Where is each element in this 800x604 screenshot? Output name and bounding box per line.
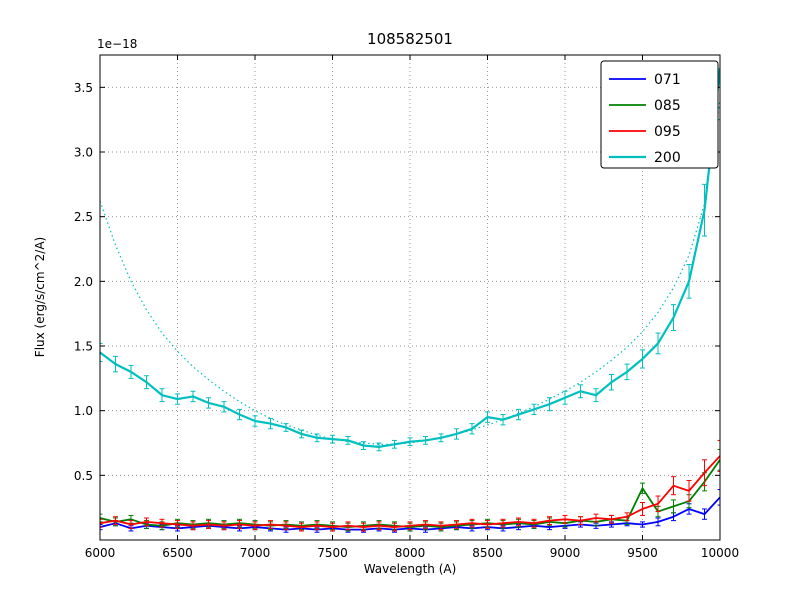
- y-axis-label: Flux (erg/s/cm^2/A): [33, 237, 47, 357]
- x-tick-label: 8000: [395, 546, 426, 560]
- legend-label-200: 200: [654, 150, 681, 166]
- x-tick-label: 9500: [627, 546, 658, 560]
- series-line-200: [100, 67, 720, 448]
- legend: 071 085 095 200: [600, 60, 719, 169]
- x-tick-label: 7500: [317, 546, 348, 560]
- data-layer: [100, 55, 720, 533]
- y-tick-label: 3.5: [74, 81, 93, 95]
- plot-title: 108582501: [367, 30, 453, 48]
- y-tick-label: 1.0: [74, 404, 93, 418]
- chart-layer: 6000 6500 7000 7500 8000 8500 9000 9500 10000 0.5…: [74, 54, 739, 560]
- y-tick-label: 1.5: [74, 340, 93, 354]
- x-tick-label: 9000: [550, 546, 581, 560]
- y-tick-label: 0.5: [74, 469, 93, 483]
- y-offset-text: 1e−18: [97, 37, 137, 51]
- x-tick-label: 6000: [85, 546, 116, 560]
- x-tick-label: 7000: [240, 546, 271, 560]
- y-tick-label: 2.5: [74, 210, 93, 224]
- legend-label-085: 085: [654, 98, 681, 114]
- x-tick-label: 6500: [162, 546, 193, 560]
- legend-label-095: 095: [654, 124, 681, 140]
- y-tick-label: 3.0: [74, 146, 93, 160]
- y-tick-label: 2.0: [74, 275, 93, 289]
- x-axis-label: Wavelength (A): [364, 562, 457, 576]
- series-line-095: [100, 455, 720, 528]
- x-tick-label: 8500: [472, 546, 503, 560]
- x-tick-label: 10000: [701, 546, 739, 560]
- legend-box: [600, 60, 719, 169]
- legend-label-071: 071: [654, 72, 681, 88]
